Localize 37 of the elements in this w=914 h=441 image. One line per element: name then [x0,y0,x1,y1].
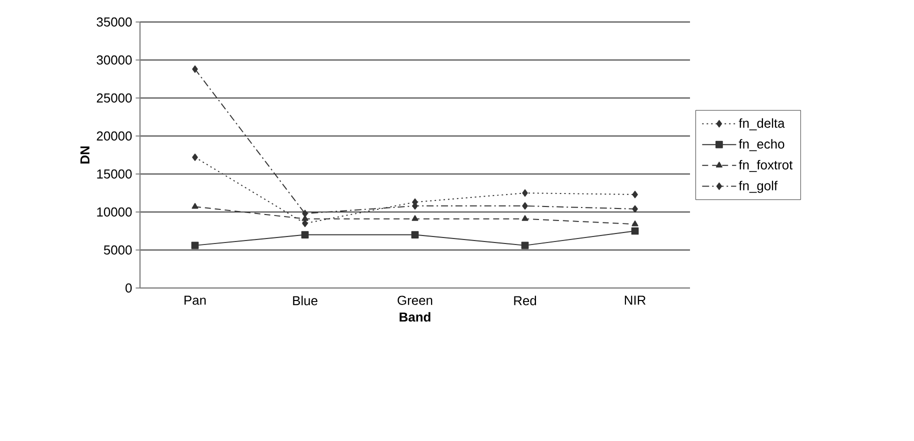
point [302,220,308,228]
point [632,205,638,213]
y-tick-label: 25000 [96,93,132,103]
point [522,189,528,197]
legend-label: fn_golf [738,180,778,193]
x-axis-title: Band [400,312,430,322]
point [631,227,639,235]
x-tick-label: Pan [184,296,206,305]
point [302,215,308,221]
x-tick-label: Blue [293,296,318,306]
point [522,202,528,210]
y-tick-label: 10000 [97,207,132,217]
legend-label: fn_delta [738,118,785,130]
x-tick-label: Green [398,296,432,305]
y-tick-label: 0 [126,283,132,293]
point [411,231,419,238]
point [192,65,198,73]
y-tick-label: 15000 [97,169,132,179]
point [632,190,638,198]
y-tick-label: 20000 [96,131,132,141]
point [521,242,529,250]
point [191,242,199,250]
x-tick-label: Red [514,296,536,306]
x-tick-label: NIR [624,296,646,305]
point [632,220,638,226]
y-axis-title: DN [80,146,90,164]
point [522,215,528,221]
point [301,231,309,238]
legend-label: fn_foxtrot [738,160,793,172]
legend-label: fn_echo [738,139,784,152]
point [412,215,418,221]
point [302,210,308,218]
point [192,154,198,161]
y-tick-label: 5000 [104,245,132,255]
y-tick-label: 30000 [96,55,132,65]
y-tick-label: 35000 [96,17,132,27]
point [192,202,198,209]
